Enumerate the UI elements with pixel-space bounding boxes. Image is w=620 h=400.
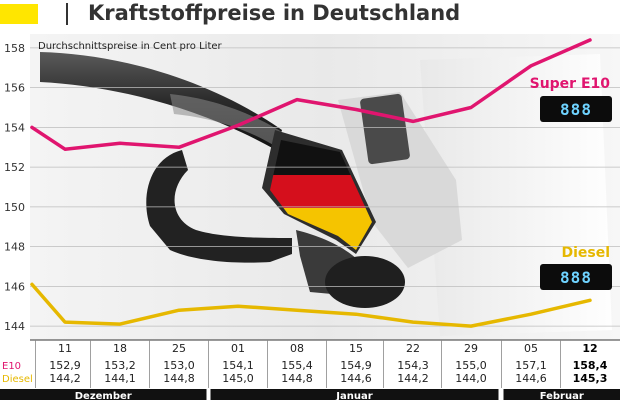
- x-tick-label-12: 12: [582, 342, 597, 355]
- e10-lcd-value: 888: [560, 100, 592, 119]
- y-tick-label-146: 146: [4, 280, 25, 293]
- diesel-value-18: 144,1: [104, 372, 136, 385]
- header: Kraftstoffpreise in Deutschland: [0, 0, 620, 28]
- nozzle-highlight: [170, 94, 282, 148]
- diesel-value-12: 145,3: [573, 372, 608, 385]
- diesel-value-22: 144,2: [397, 372, 429, 385]
- series-line-e10: [30, 38, 592, 151]
- x-tick-label-15: 15: [349, 342, 363, 355]
- diesel-value-05: 144,6: [515, 372, 547, 385]
- e10-value-29: 155,0: [455, 359, 487, 372]
- y-tick-label-158: 158: [4, 42, 25, 55]
- month-label-februar: Februar: [540, 391, 584, 400]
- diesel-lcd-value: 888: [560, 268, 592, 287]
- y-tick-label-152: 152: [4, 161, 25, 174]
- e10-value-11: 152,9: [49, 359, 81, 372]
- y-tick-label-156: 156: [4, 82, 25, 95]
- series-line-diesel: [30, 282, 592, 328]
- e10-value-12: 158,4: [573, 359, 608, 372]
- x-tick-label-29: 29: [464, 342, 478, 355]
- header-divider: [66, 3, 68, 25]
- month-band-februar: [503, 389, 620, 400]
- month-band-dezember: [0, 389, 207, 400]
- header-accent-block: [0, 4, 38, 24]
- diesel-value-25: 144,8: [163, 372, 195, 385]
- legend-diesel: Diesel 888: [540, 245, 612, 290]
- x-tick-label-01: 01: [231, 342, 245, 355]
- chart-title: Kraftstoffpreise in Deutschland: [88, 1, 460, 25]
- x-tick-label-25: 25: [172, 342, 186, 355]
- x-tick-label-05: 05: [524, 342, 538, 355]
- e10-value-08: 155,4: [281, 359, 313, 372]
- gridlines: [30, 47, 620, 327]
- x-tick-label-18: 18: [113, 342, 127, 355]
- e10-value-01: 154,1: [222, 359, 254, 372]
- e10-value-05: 157,1: [515, 359, 547, 372]
- e10-lcd-box: [540, 96, 612, 122]
- diesel-value-08: 144,8: [281, 372, 313, 385]
- series-lines: [30, 38, 592, 328]
- nozzle-hose: [325, 256, 405, 308]
- month-label-dezember: Dezember: [75, 391, 132, 400]
- y-axis: 144 146 148 150 152 154 156 158: [4, 42, 25, 333]
- nozzle-spout: [40, 52, 282, 150]
- diesel-value-11: 144,2: [49, 372, 81, 385]
- legend-diesel-label: Diesel: [561, 245, 610, 261]
- nozzle-handle: [146, 150, 292, 263]
- x-tick-label-11: 11: [58, 342, 72, 355]
- diesel-value-01: 145,0: [222, 372, 254, 385]
- y-tick-label-150: 150: [4, 201, 25, 214]
- month-band-januar: [210, 389, 499, 400]
- diesel-value-15: 144,6: [340, 372, 372, 385]
- row-label-diesel: Diesel: [2, 374, 33, 385]
- month-bar: Dezember Januar Februar: [0, 389, 620, 400]
- y-tick-label-144: 144: [4, 320, 25, 333]
- e10-value-18: 153,2: [104, 359, 136, 372]
- y-tick-label-154: 154: [4, 121, 25, 134]
- x-tick-label-22: 22: [406, 342, 420, 355]
- x-tick-label-08: 08: [290, 342, 304, 355]
- y-tick-label-148: 148: [4, 241, 25, 254]
- header-background: [0, 0, 620, 28]
- row-label-e10: E10: [2, 361, 21, 372]
- diesel-value-29: 144,0: [455, 372, 487, 385]
- month-label-januar: Januar: [335, 391, 372, 400]
- e10-value-22: 154,3: [397, 359, 429, 372]
- legend-e10-label: Super E10: [530, 76, 611, 92]
- legend-e10: Super E10 888: [530, 76, 612, 122]
- value-table: 11152,9144,218153,2144,125153,0144,80115…: [35, 340, 608, 388]
- chart-subtitle: Durchschnittspreise in Cent pro Liter: [38, 41, 223, 52]
- diesel-lcd-box: [540, 264, 612, 290]
- e10-value-15: 154,9: [340, 359, 372, 372]
- e10-value-25: 153,0: [163, 359, 195, 372]
